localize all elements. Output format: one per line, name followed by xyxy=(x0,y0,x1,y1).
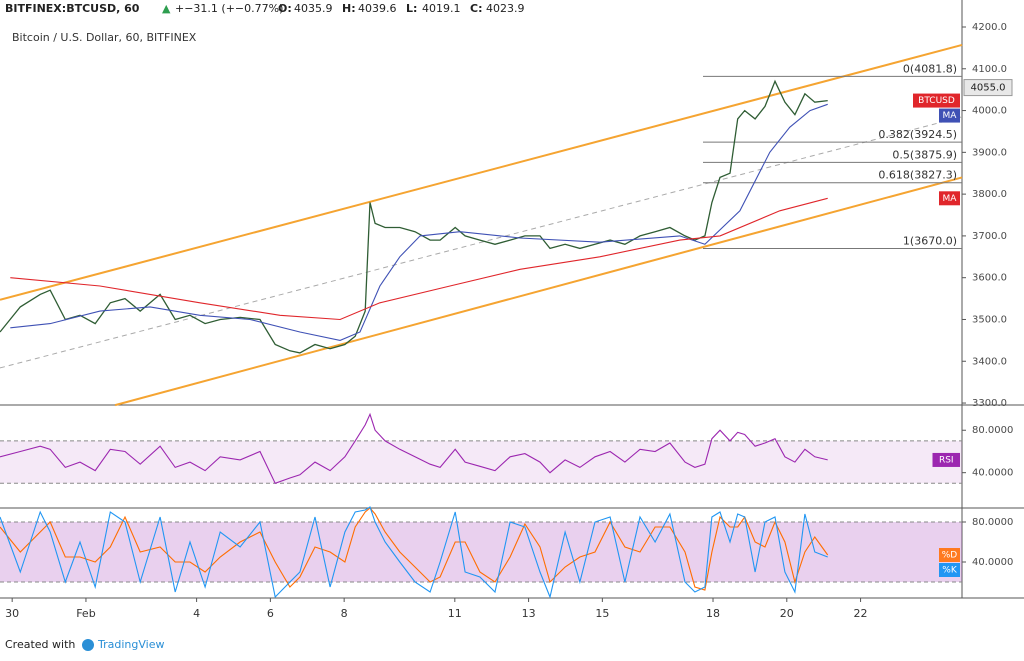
y-tick-label: 3900.0 xyxy=(972,147,1007,158)
y-tick-label: 3700.0 xyxy=(972,231,1007,242)
y-tick-label: 3600.0 xyxy=(972,273,1007,284)
ohlc-label: O: xyxy=(278,2,292,15)
x-tick-label: 6 xyxy=(267,607,274,620)
series-tag-label: %K xyxy=(942,566,958,576)
series-line xyxy=(0,412,828,484)
ohlc-label: C: xyxy=(470,2,482,15)
price-tag-label: 4055.0 xyxy=(971,83,1006,94)
y-tick-label: 40.0000 xyxy=(972,468,1013,479)
fib-label: 0.382(3924.5) xyxy=(878,128,957,141)
fib-label: 0(4081.8) xyxy=(903,62,957,75)
series-tag xyxy=(939,563,960,577)
band-fill xyxy=(0,440,962,484)
series-tag-label: %D xyxy=(942,551,958,561)
ohlc-value: 4019.1 xyxy=(422,2,461,15)
fib-label: 1(3670.0) xyxy=(903,234,957,247)
symbol: BITFINEX:BTCUSD, 60 xyxy=(5,2,140,15)
series-tag-label: RSI xyxy=(939,455,954,465)
y-tick-label: 3800.0 xyxy=(972,189,1007,200)
x-tick-label: 22 xyxy=(854,607,868,620)
y-tick-label: 4100.0 xyxy=(972,64,1007,75)
price-tag xyxy=(963,79,1013,97)
fib-label: 0.5(3875.9) xyxy=(892,148,957,161)
trendline xyxy=(114,176,963,407)
x-tick-label: 11 xyxy=(448,607,462,620)
series-tag xyxy=(932,452,960,467)
fib-label: 0.618(3827.3) xyxy=(878,169,957,182)
ohlc-label: L: xyxy=(406,2,417,15)
x-tick-label: 4 xyxy=(193,607,200,620)
series-tag-label: BTCUSD xyxy=(918,96,955,106)
ohlc-value: 4039.6 xyxy=(358,2,397,15)
brand-logo xyxy=(82,639,94,651)
series-tag xyxy=(939,191,960,206)
change-arrow: ▲ xyxy=(162,2,171,15)
series-tag xyxy=(913,93,960,108)
trendline xyxy=(0,116,963,369)
trendline xyxy=(0,43,963,301)
series-line xyxy=(10,197,828,321)
change: +−31.1 (+−0.77%) xyxy=(175,2,283,15)
y-tick-label: 3400.0 xyxy=(972,356,1007,367)
x-tick-label: 13 xyxy=(522,607,536,620)
x-tick-label: 15 xyxy=(595,607,609,620)
series-tag xyxy=(939,108,960,123)
y-tick-label: 3300.0 xyxy=(972,398,1007,409)
band-fill xyxy=(0,522,962,582)
ohlc-value: 4023.9 xyxy=(486,2,525,15)
x-tick-label: 20 xyxy=(780,607,794,620)
ohlc-label: H: xyxy=(342,2,356,15)
x-tick-label: Feb xyxy=(76,607,95,620)
series-tag xyxy=(939,548,960,562)
x-tick-label: 30 xyxy=(5,607,19,620)
y-tick-label: 80.0000 xyxy=(972,425,1013,436)
x-tick-label: 18 xyxy=(706,607,720,620)
footer-brand[interactable]: TradingView xyxy=(97,638,164,651)
subtitle: Bitcoin / U.S. Dollar, 60, BITFINEX xyxy=(12,31,197,44)
y-tick-label: 3500.0 xyxy=(972,314,1007,325)
series-line xyxy=(0,506,828,599)
series-line xyxy=(0,79,828,354)
x-tick-label: 8 xyxy=(341,607,348,620)
y-tick-label: 40.0000 xyxy=(972,557,1013,568)
ohlc-value: 4035.9 xyxy=(294,2,333,15)
series-tag-label: MA xyxy=(943,194,958,204)
series-line xyxy=(10,103,828,341)
y-tick-label: 4200.0 xyxy=(972,22,1007,33)
y-tick-label: 80.0000 xyxy=(972,517,1013,528)
y-tick-label: 4000.0 xyxy=(972,106,1007,117)
series-tag-label: MA xyxy=(943,111,958,121)
footer-created: Created with xyxy=(5,638,75,651)
